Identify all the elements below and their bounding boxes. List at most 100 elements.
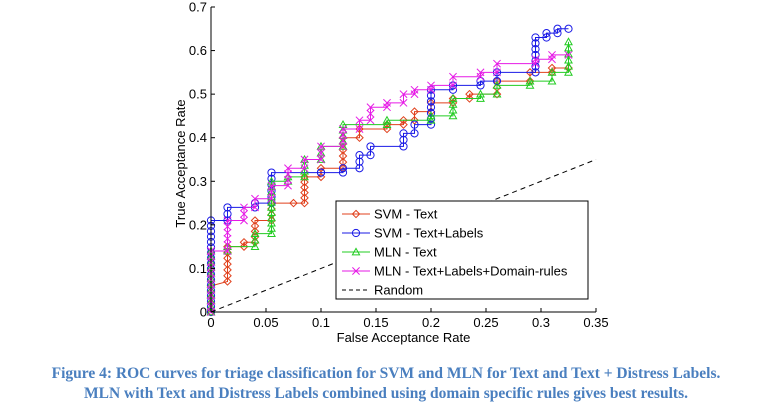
data-point-mln-text: [564, 67, 573, 76]
series-line-mln-text: [210, 41, 569, 312]
data-point-mln-text-labels-domain-rules: [317, 149, 325, 157]
data-point-svm-text-labels: [223, 209, 232, 219]
data-point-svm-text: [355, 124, 364, 134]
y-tick-label: 0.5: [189, 87, 207, 102]
data-point-mln-text: [426, 115, 436, 124]
data-point-mln-text: [267, 223, 276, 232]
data-point-mln-text-labels-domain-rules: [300, 164, 309, 173]
x-tick-label: 0.3: [532, 315, 550, 330]
data-point-mln-text: [564, 55, 573, 64]
data-point-mln-text-labels-domain-rules: [267, 194, 276, 203]
data-point-svm-text: [289, 198, 298, 208]
data-point-svm-text: [300, 198, 309, 208]
legend: SVM - Text SVM - Text+Labels MLN - Text MLN…: [335, 200, 589, 300]
data-point-svm-text: [300, 188, 309, 197]
x-tick-label: 0: [207, 315, 214, 330]
x-tick-label: 0.25: [473, 315, 498, 330]
data-point-mln-text-labels-domain-rules: [366, 103, 375, 112]
data-point-svm-text-labels: [448, 85, 458, 94]
legend-marker-svm-text: [351, 209, 361, 219]
data-point-svm-text: [223, 271, 232, 280]
series-mln-text-labels-domain-rules: [207, 50, 573, 316]
data-point-mln-text-labels-domain-rules: [355, 116, 364, 125]
data-point-svm-text: [547, 63, 557, 73]
data-point-mln-text-labels-domain-rules: [339, 130, 347, 139]
data-point-mln-text-labels-domain-rules: [240, 203, 248, 212]
data-point-svm-text: [465, 94, 474, 103]
data-point-mln-text: [300, 172, 309, 181]
data-point-svm-text: [410, 107, 419, 116]
data-point-svm-text-labels: [542, 33, 551, 42]
data-point-mln-text-labels-domain-rules: [493, 68, 501, 77]
data-point-mln-text-labels-domain-rules: [251, 203, 259, 212]
data-point-mln-text: [476, 93, 485, 102]
legend-label-svm-text: SVM - Text: [374, 207, 438, 222]
data-point-mln-text: [492, 89, 502, 98]
data-point-mln-text-labels-domain-rules: [267, 181, 276, 190]
data-point-mln-text-labels-domain-rules: [284, 164, 292, 173]
data-point-svm-text-labels: [426, 103, 436, 112]
x-tick-label: 0.35: [583, 315, 608, 330]
y-tick-label: 0.6: [189, 43, 207, 58]
data-point-mln-text-labels-domain-rules: [223, 247, 232, 255]
legend-box: [335, 200, 589, 300]
data-point-mln-text-labels-domain-rules: [399, 90, 408, 99]
data-point-mln-text-labels-domain-rules: [317, 142, 325, 151]
data-point-mln-text-labels-domain-rules: [284, 175, 292, 184]
data-point-mln-text-labels-domain-rules: [531, 55, 540, 64]
data-point-svm-text-labels: [366, 142, 375, 151]
data-point-mln-text-labels-domain-rules: [410, 85, 419, 94]
data-point-svm-text: [492, 89, 502, 99]
x-tick-label: 0.05: [253, 315, 278, 330]
data-point-svm-text-labels: [223, 203, 232, 212]
y-tick-label: 0.2: [189, 217, 207, 232]
data-point-mln-text-labels-domain-rules: [355, 125, 364, 133]
data-point-mln-text-labels-domain-rules: [267, 188, 276, 197]
data-point-mln-text-labels-domain-rules: [223, 234, 232, 243]
data-point-svm-text-labels: [531, 33, 540, 42]
data-point-svm-text: [300, 172, 309, 182]
data-point-mln-text: [448, 111, 458, 120]
data-point-mln-text-labels-domain-rules: [223, 216, 232, 225]
data-point-svm-text: [239, 242, 249, 251]
data-point-mln-text: [564, 61, 573, 70]
legend-marker-mln-text: [351, 247, 361, 256]
data-point-svm-text: [300, 177, 309, 187]
data-point-mln-text-labels-domain-rules: [240, 210, 248, 218]
data-point-mln-text: [476, 89, 485, 98]
legend-label-mln-text: MLN - Text: [374, 245, 437, 260]
data-point-svm-text-labels: [426, 91, 436, 100]
data-point-mln-text-labels-domain-rules: [548, 50, 556, 59]
data-point-mln-text-labels-domain-rules: [366, 116, 375, 125]
x-axis-label: False Acceptance Rate: [337, 330, 471, 345]
data-point-svm-text: [223, 265, 232, 275]
y-tick-label: 0.7: [189, 0, 207, 15]
data-point-mln-text-labels-domain-rules: [317, 155, 325, 164]
y-axis-label: True Acceptance Rate: [173, 99, 188, 227]
data-point-svm-text-labels: [553, 29, 562, 38]
data-point-mln-text: [267, 218, 276, 227]
x-tick-label: 0.2: [422, 315, 440, 330]
series-svm-text-labels: [206, 24, 573, 317]
data-point-mln-text-labels-domain-rules: [476, 68, 485, 77]
series-line-svm-text-labels: [210, 28, 569, 312]
data-point-svm-text-labels: [338, 168, 348, 177]
data-point-svm-text: [410, 115, 419, 125]
data-point-svm-text: [316, 163, 326, 173]
data-point-svm-text-labels: [553, 24, 562, 33]
data-point-mln-text: [250, 235, 260, 244]
y-tick-label: 0: [200, 305, 207, 320]
data-point-svm-text: [399, 115, 408, 125]
data-point-mln-text: [448, 105, 458, 114]
data-point-mln-text-labels-domain-rules: [449, 72, 457, 81]
data-point-svm-text-labels: [338, 164, 348, 173]
data-point-svm-text-labels: [410, 129, 419, 138]
data-point-mln-text-labels-domain-rules: [223, 228, 232, 237]
data-point-svm-text: [250, 216, 260, 225]
data-point-svm-text-labels: [476, 76, 485, 86]
data-point-mln-text: [525, 80, 535, 89]
data-point-svm-text-labels: [355, 157, 364, 166]
data-point-mln-text: [338, 120, 348, 129]
data-point-svm-text: [465, 89, 474, 99]
data-point-mln-text: [564, 43, 573, 52]
